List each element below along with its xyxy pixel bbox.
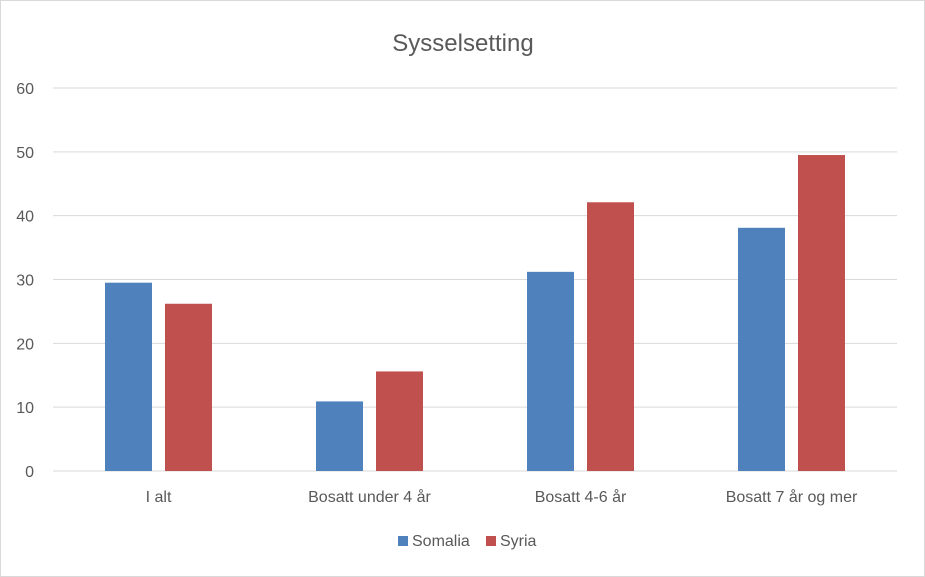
x-category-label: Bosatt 7 år og mer <box>726 488 858 506</box>
bar-somalia-2 <box>527 271 574 471</box>
bar-somalia-1 <box>316 401 363 471</box>
y-axis-ticks: 0 10 20 30 40 50 60 <box>16 81 34 481</box>
bar-syria-3 <box>798 155 845 471</box>
y-tick-label: 40 <box>16 209 34 226</box>
bar-somalia-3 <box>738 227 785 471</box>
y-tick-label: 30 <box>16 273 34 290</box>
chart-title: Sysselsetting <box>392 30 533 57</box>
y-tick-label: 20 <box>16 336 34 353</box>
legend-swatch-syria <box>486 536 496 546</box>
bar-syria-2 <box>587 202 634 472</box>
bar-syria-1 <box>376 371 423 471</box>
y-tick-label: 50 <box>16 145 34 162</box>
y-tick-label: 10 <box>16 400 34 417</box>
legend: Somalia Syria <box>398 533 537 550</box>
y-tick-label: 60 <box>16 81 34 98</box>
legend-label-somalia: Somalia <box>412 533 470 550</box>
y-tick-label: 0 <box>25 464 34 481</box>
bars <box>105 155 845 472</box>
x-category-label: Bosatt 4-6 år <box>535 488 627 506</box>
x-category-label: Bosatt under 4 år <box>308 488 431 506</box>
legend-swatch-somalia <box>398 536 408 546</box>
legend-label-syria: Syria <box>500 533 537 550</box>
bar-somalia-0 <box>105 282 152 471</box>
x-category-label: I alt <box>146 489 172 506</box>
bar-syria-0 <box>165 303 212 471</box>
x-axis-categories: I alt Bosatt under 4 år Bosatt 4-6 år Bosat… <box>146 488 858 506</box>
